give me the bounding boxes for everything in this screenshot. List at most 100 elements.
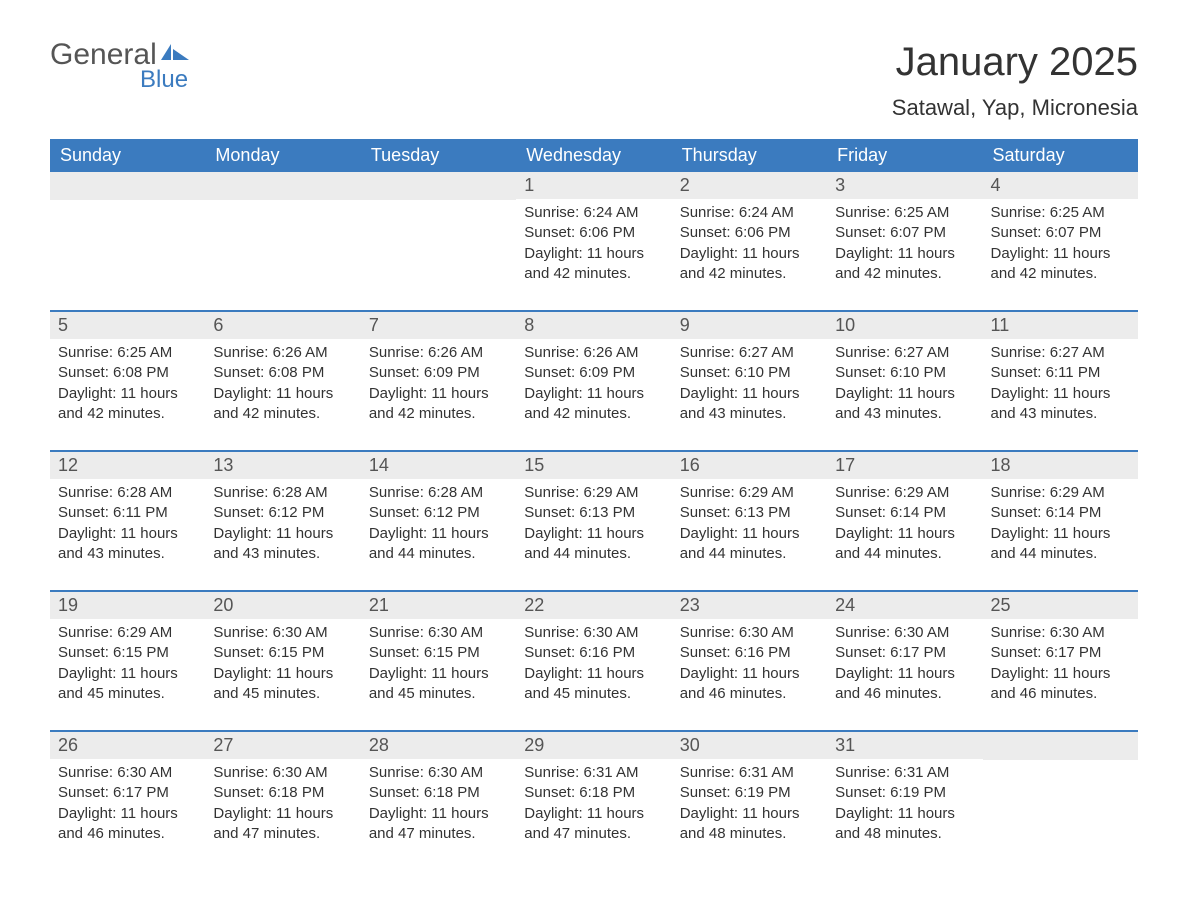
daylight-text: Daylight: 11 hours and 46 minutes. [58,804,197,845]
daylight-text: Daylight: 11 hours and 42 minutes. [680,244,819,285]
sunset-text: Sunset: 6:10 PM [835,363,974,383]
day-data: Sunrise: 6:26 AMSunset: 6:09 PMDaylight:… [361,339,516,432]
day-number: 12 [50,452,205,479]
sunrise-text: Sunrise: 6:28 AM [58,483,197,503]
day-number: 29 [516,732,671,759]
day-data: Sunrise: 6:30 AMSunset: 6:16 PMDaylight:… [516,619,671,712]
day-data: Sunrise: 6:31 AMSunset: 6:19 PMDaylight:… [672,759,827,852]
calendar-cell: 24 Sunrise: 6:30 AMSunset: 6:17 PMDayligh… [827,592,982,712]
day-number: 28 [361,732,516,759]
day-data: Sunrise: 6:29 AMSunset: 6:13 PMDaylight:… [672,479,827,572]
sunrise-text: Sunrise: 6:26 AM [524,343,663,363]
day-number: 23 [672,592,827,619]
sunrise-text: Sunrise: 6:30 AM [213,763,352,783]
day-data: Sunrise: 6:25 AMSunset: 6:07 PMDaylight:… [983,199,1138,292]
empty-daynum [50,172,205,200]
daylight-text: Daylight: 11 hours and 42 minutes. [213,384,352,425]
day-header: Saturday [983,139,1138,172]
sunrise-text: Sunrise: 6:29 AM [58,623,197,643]
calendar-cell: 15Sunrise: 6:29 AMSunset: 6:13 PMDayligh… [516,452,671,572]
page-subtitle: Satawal, Yap, Micronesia [892,95,1138,121]
sunrise-text: Sunrise: 6:29 AM [991,483,1130,503]
day-data: Sunrise: 6:31 AMSunset: 6:19 PMDaylight:… [827,759,982,852]
day-data: Sunrise: 6:26 AMSunset: 6:09 PMDaylight:… [516,339,671,432]
sunrise-text: Sunrise: 6:30 AM [680,623,819,643]
calendar-cell [50,172,205,292]
week-row: 12Sunrise: 6:28 AMSunset: 6:11 PMDayligh… [50,450,1138,572]
day-number: 2 [672,172,827,199]
week-row: 1Sunrise: 6:24 AMSunset: 6:06 PMDaylight… [50,172,1138,292]
daylight-text: Daylight: 11 hours and 42 minutes. [369,384,508,425]
day-number: 10 [827,312,982,339]
day-number: 20 [205,592,360,619]
calendar-cell [205,172,360,292]
calendar-cell: 17Sunrise: 6:29 AMSunset: 6:14 PMDayligh… [827,452,982,572]
page-title: January 2025 [892,40,1138,85]
calendar-cell: 4Sunrise: 6:25 AMSunset: 6:07 PMDaylight… [983,172,1138,292]
sunrise-text: Sunrise: 6:30 AM [835,623,974,643]
day-number: 19 [50,592,205,619]
daylight-text: Daylight: 11 hours and 48 minutes. [680,804,819,845]
sunrise-text: Sunrise: 6:31 AM [835,763,974,783]
sunrise-text: Sunrise: 6:30 AM [524,623,663,643]
daylight-text: Daylight: 11 hours and 44 minutes. [680,524,819,565]
sunset-text: Sunset: 6:19 PM [835,783,974,803]
daylight-text: Daylight: 11 hours and 45 minutes. [58,664,197,705]
calendar-cell: 23Sunrise: 6:30 AMSunset: 6:16 PMDayligh… [672,592,827,712]
day-data: Sunrise: 6:27 AMSunset: 6:10 PMDaylight:… [827,339,982,432]
sunrise-text: Sunrise: 6:28 AM [213,483,352,503]
logo: General Blue [50,40,189,92]
daylight-text: Daylight: 11 hours and 42 minutes. [524,244,663,285]
day-number: 1 [516,172,671,199]
empty-daynum [361,172,516,200]
sunrise-text: Sunrise: 6:24 AM [680,203,819,223]
day-number: 25 [983,592,1138,619]
day-data: Sunrise: 6:30 AMSunset: 6:18 PMDaylight:… [361,759,516,852]
day-data: Sunrise: 6:30 AMSunset: 6:17 PMDaylight:… [983,619,1138,712]
logo-text2: Blue [140,68,188,92]
daylight-text: Daylight: 11 hours and 43 minutes. [680,384,819,425]
calendar-cell: 29Sunrise: 6:31 AMSunset: 6:18 PMDayligh… [516,732,671,852]
day-number: 15 [516,452,671,479]
calendar-cell: 1Sunrise: 6:24 AMSunset: 6:06 PMDaylight… [516,172,671,292]
sunset-text: Sunset: 6:13 PM [524,503,663,523]
day-data: Sunrise: 6:28 AMSunset: 6:12 PMDaylight:… [205,479,360,572]
sunrise-text: Sunrise: 6:24 AM [524,203,663,223]
calendar-cell: 11Sunrise: 6:27 AMSunset: 6:11 PMDayligh… [983,312,1138,432]
empty-daynum [205,172,360,200]
sunrise-text: Sunrise: 6:26 AM [213,343,352,363]
day-header: Thursday [672,139,827,172]
sunset-text: Sunset: 6:12 PM [213,503,352,523]
calendar-cell: 13Sunrise: 6:28 AMSunset: 6:12 PMDayligh… [205,452,360,572]
calendar-cell: 26Sunrise: 6:30 AMSunset: 6:17 PMDayligh… [50,732,205,852]
day-data: Sunrise: 6:28 AMSunset: 6:12 PMDaylight:… [361,479,516,572]
sunrise-text: Sunrise: 6:30 AM [369,763,508,783]
sunset-text: Sunset: 6:09 PM [524,363,663,383]
day-number: 14 [361,452,516,479]
calendar-cell: 5Sunrise: 6:25 AMSunset: 6:08 PMDaylight… [50,312,205,432]
day-number: 24 [827,592,982,619]
day-header: Monday [205,139,360,172]
daylight-text: Daylight: 11 hours and 47 minutes. [213,804,352,845]
sunset-text: Sunset: 6:06 PM [680,223,819,243]
day-data: Sunrise: 6:24 AMSunset: 6:06 PMDaylight:… [516,199,671,292]
sunrise-text: Sunrise: 6:30 AM [991,623,1130,643]
day-data: Sunrise: 6:29 AMSunset: 6:14 PMDaylight:… [983,479,1138,572]
sunset-text: Sunset: 6:18 PM [524,783,663,803]
daylight-text: Daylight: 11 hours and 48 minutes. [835,804,974,845]
calendar-cell: 20Sunrise: 6:30 AMSunset: 6:15 PMDayligh… [205,592,360,712]
daylight-text: Daylight: 11 hours and 46 minutes. [835,664,974,705]
calendar-cell: 12Sunrise: 6:28 AMSunset: 6:11 PMDayligh… [50,452,205,572]
day-number: 3 [827,172,982,199]
daylight-text: Daylight: 11 hours and 45 minutes. [524,664,663,705]
calendar-cell [983,732,1138,852]
sunrise-text: Sunrise: 6:30 AM [369,623,508,643]
daylight-text: Daylight: 11 hours and 44 minutes. [369,524,508,565]
sunrise-text: Sunrise: 6:25 AM [835,203,974,223]
calendar-cell: 6Sunrise: 6:26 AMSunset: 6:08 PMDaylight… [205,312,360,432]
calendar-cell: 27Sunrise: 6:30 AMSunset: 6:18 PMDayligh… [205,732,360,852]
daylight-text: Daylight: 11 hours and 44 minutes. [835,524,974,565]
calendar-cell: 21Sunrise: 6:30 AMSunset: 6:15 PMDayligh… [361,592,516,712]
sunset-text: Sunset: 6:17 PM [835,643,974,663]
sunrise-text: Sunrise: 6:27 AM [991,343,1130,363]
